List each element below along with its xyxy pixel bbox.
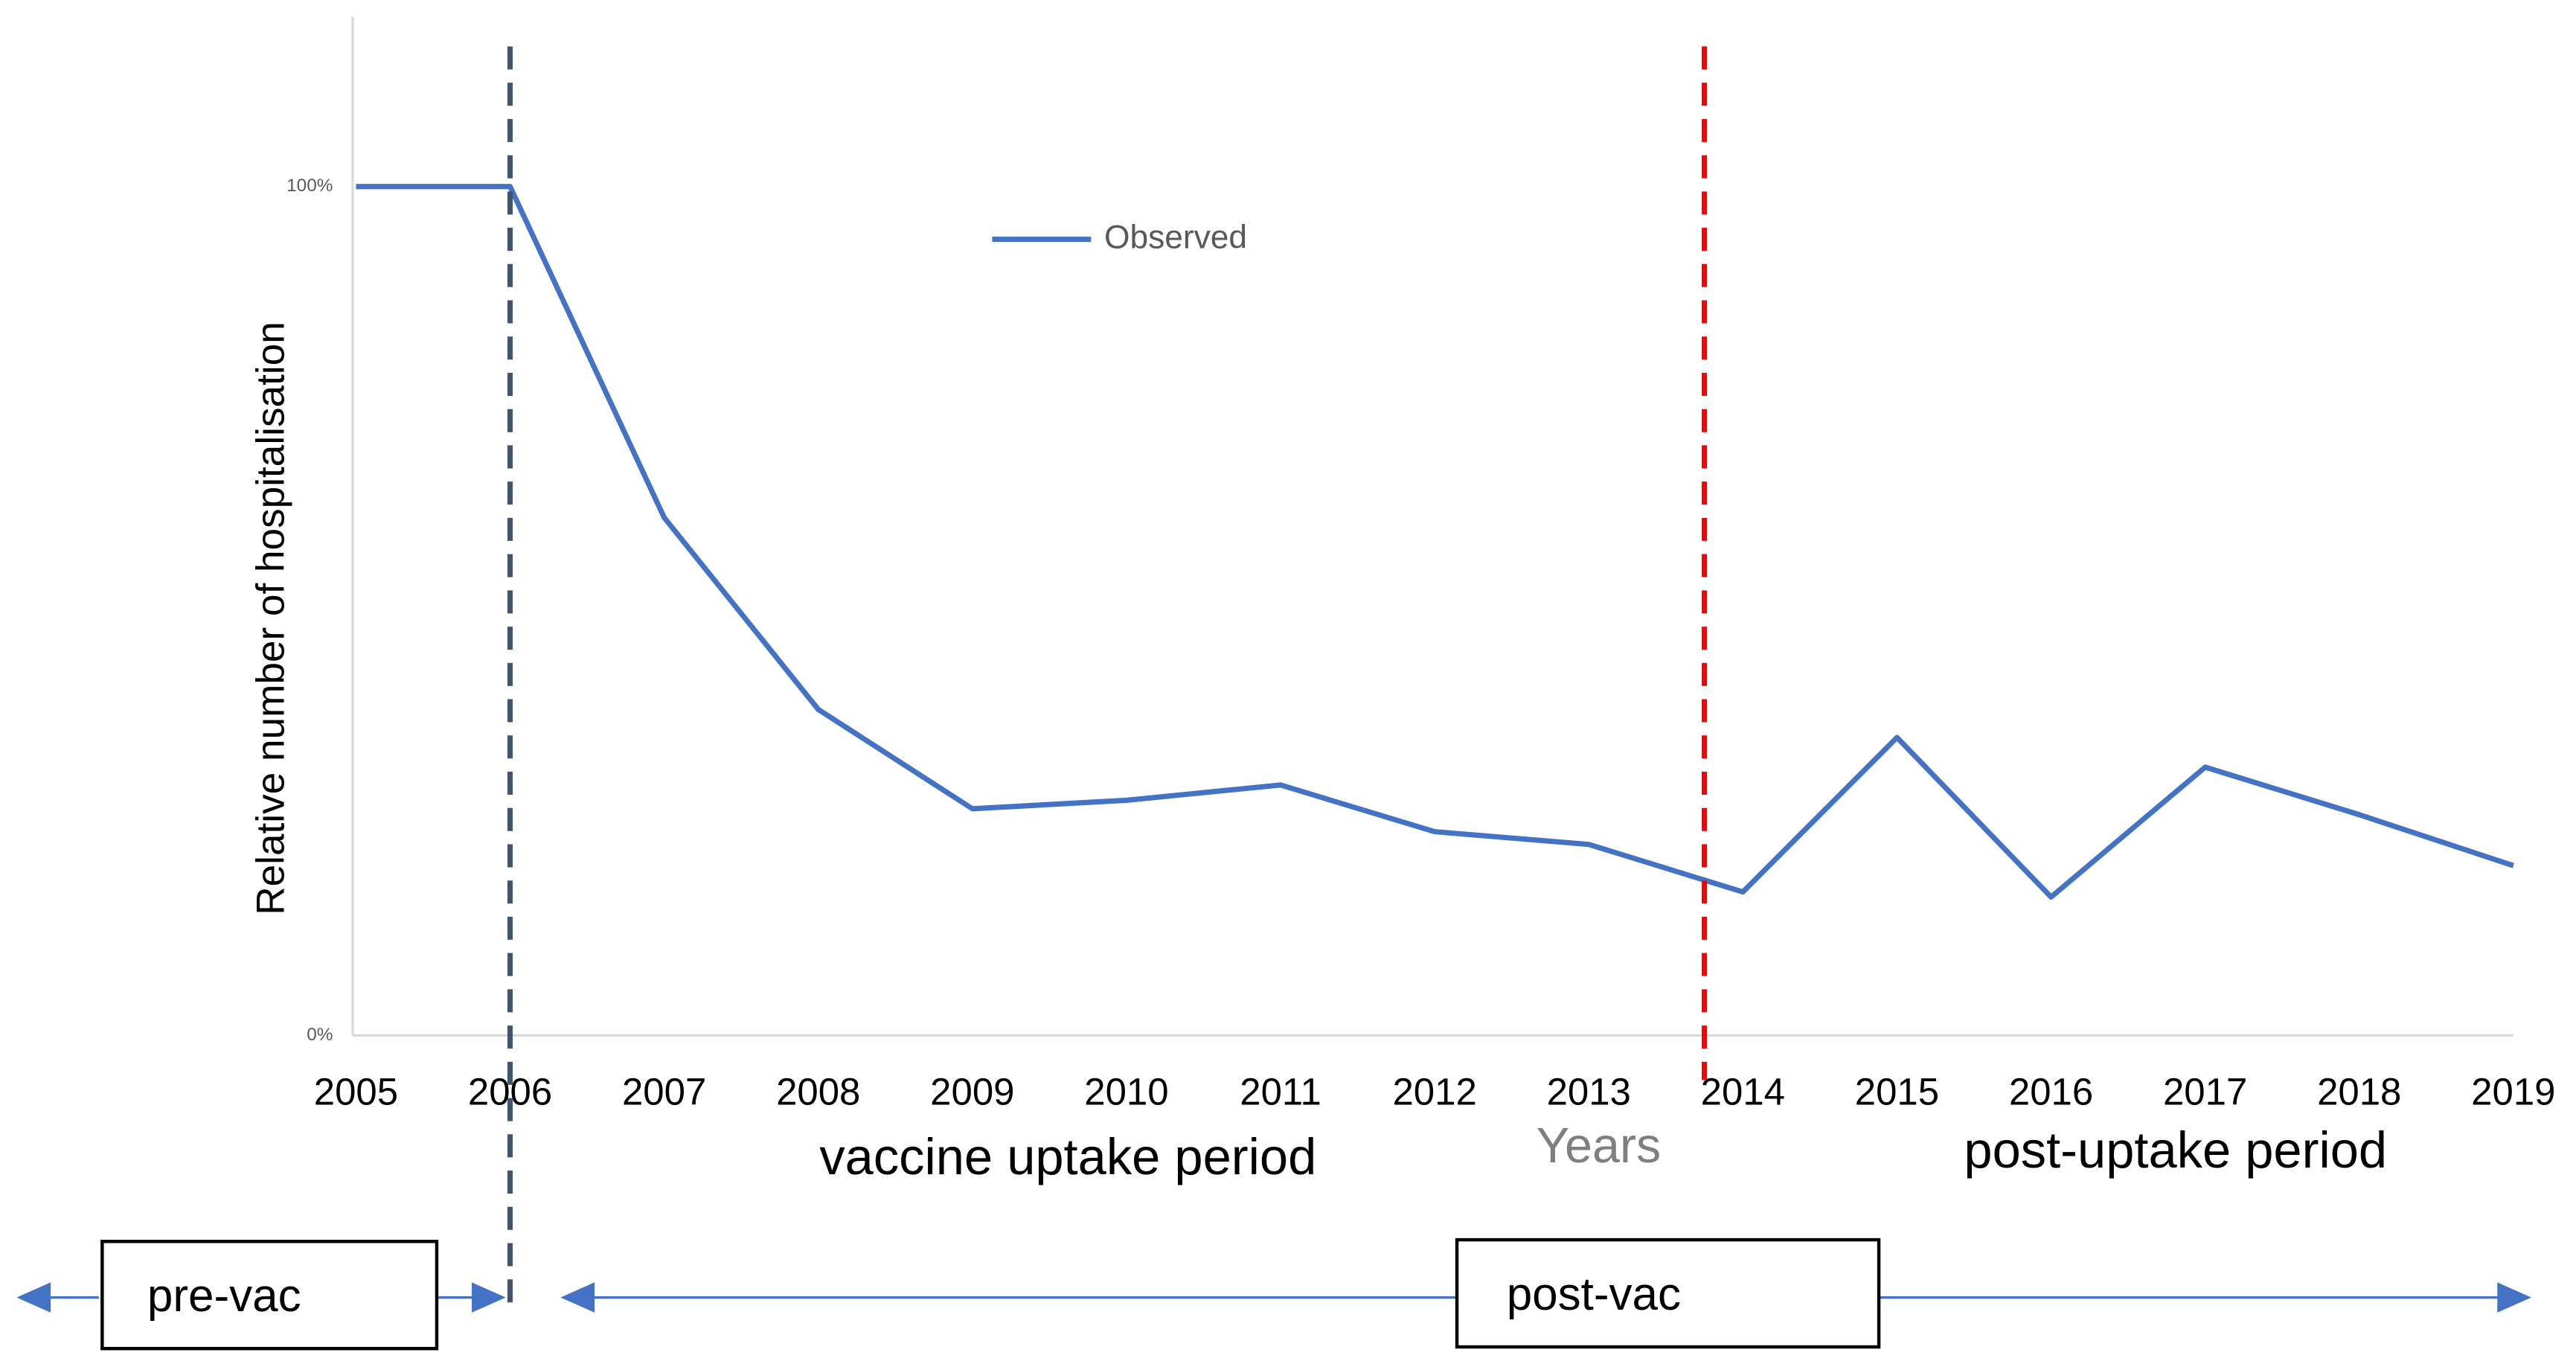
x-tick-label: 2017 bbox=[2163, 1071, 2247, 1113]
annotation: post-uptake period bbox=[1964, 1121, 2387, 1179]
x-tick-label: 2005 bbox=[314, 1071, 398, 1113]
x-tick-label: 2013 bbox=[1547, 1071, 1631, 1113]
x-tick-label: 2011 bbox=[1240, 1071, 1321, 1113]
arrow-head bbox=[472, 1282, 506, 1313]
data-line bbox=[356, 184, 2514, 900]
arrow-head bbox=[560, 1282, 595, 1313]
y-axis-label: Relative number of hospitalisation bbox=[249, 321, 293, 915]
x-tick-label: 2015 bbox=[1855, 1071, 1939, 1113]
x-tick-label: 2016 bbox=[2009, 1071, 2093, 1113]
x-tick-label: 2019 bbox=[2471, 1071, 2555, 1113]
annotation: vaccine uptake period bbox=[819, 1128, 1316, 1185]
x-tick-label: 2010 bbox=[1084, 1071, 1168, 1113]
x-tick-label: 2008 bbox=[776, 1071, 860, 1113]
x-tick-label: 2014 bbox=[1701, 1071, 1785, 1113]
x-tick-label: 2018 bbox=[2317, 1071, 2401, 1113]
y-tick-label: 100% bbox=[286, 176, 333, 196]
arrow-head bbox=[2497, 1282, 2531, 1313]
annotation-box bbox=[100, 1240, 439, 1351]
x-axis-label: Years bbox=[1537, 1118, 1661, 1174]
x-tick-label: 2007 bbox=[622, 1071, 706, 1113]
legend-label: Observed bbox=[1104, 219, 1247, 255]
annotation-box bbox=[1455, 1238, 1881, 1349]
annotation: post-vac bbox=[1507, 1269, 1681, 1320]
x-tick-label: 2012 bbox=[1392, 1071, 1476, 1113]
arrow-head bbox=[16, 1282, 51, 1313]
x-tick-label: 2009 bbox=[930, 1071, 1014, 1113]
y-tick-label: 0% bbox=[307, 1025, 333, 1045]
annotation: pre-vac bbox=[147, 1270, 301, 1322]
period-arrows bbox=[16, 1282, 2531, 1313]
